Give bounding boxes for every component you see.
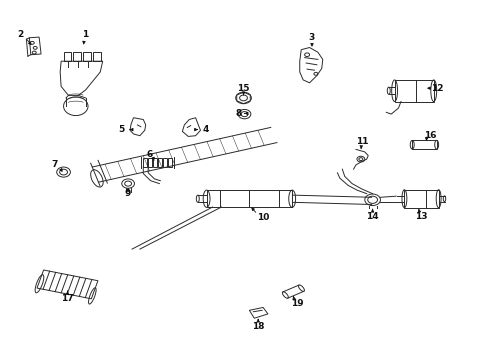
Text: 16: 16 bbox=[423, 130, 436, 139]
Bar bbox=[63, 52, 71, 61]
Bar bbox=[206, 190, 291, 207]
Text: 18: 18 bbox=[251, 323, 264, 331]
Text: 4: 4 bbox=[202, 125, 208, 134]
Bar bbox=[411, 140, 436, 149]
Bar bbox=[143, 158, 147, 167]
Bar bbox=[148, 158, 152, 167]
Text: 5: 5 bbox=[118, 125, 124, 134]
Text: 14: 14 bbox=[366, 212, 378, 221]
Bar bbox=[163, 158, 166, 167]
Text: 11: 11 bbox=[355, 136, 367, 145]
Bar bbox=[167, 158, 171, 167]
Bar bbox=[93, 52, 101, 61]
Bar bbox=[83, 52, 91, 61]
Text: 8: 8 bbox=[235, 109, 241, 118]
Bar bbox=[404, 190, 438, 208]
Text: 12: 12 bbox=[430, 84, 443, 93]
Bar bbox=[158, 158, 162, 167]
Bar bbox=[153, 158, 157, 167]
Text: 17: 17 bbox=[61, 294, 74, 302]
Bar bbox=[73, 52, 81, 61]
Text: 3: 3 bbox=[308, 33, 314, 42]
Text: 2: 2 bbox=[18, 30, 23, 39]
Bar bbox=[394, 80, 433, 102]
Text: 13: 13 bbox=[414, 212, 427, 221]
Text: 1: 1 bbox=[82, 30, 88, 39]
Text: 19: 19 bbox=[290, 299, 303, 307]
Text: 10: 10 bbox=[256, 213, 269, 222]
Text: 7: 7 bbox=[51, 160, 58, 169]
Text: 9: 9 bbox=[124, 189, 131, 198]
Text: 6: 6 bbox=[146, 150, 152, 158]
Text: 15: 15 bbox=[237, 84, 249, 93]
